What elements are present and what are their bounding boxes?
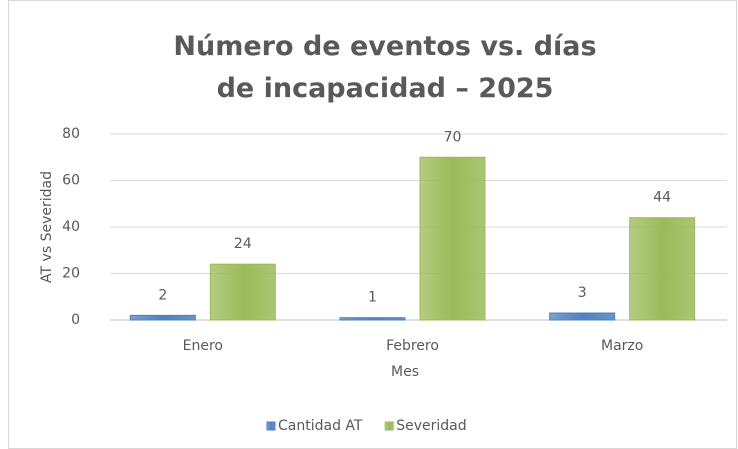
data-label: 1 bbox=[368, 290, 377, 306]
bar bbox=[549, 312, 616, 321]
legend-swatch bbox=[384, 421, 394, 431]
legend-label: Severidad bbox=[396, 418, 466, 434]
data-label: 2 bbox=[158, 287, 167, 303]
bar bbox=[129, 314, 196, 321]
data-label: 24 bbox=[234, 236, 252, 252]
y-tick-label: 80 bbox=[62, 126, 80, 142]
x-tick-label: Enero bbox=[183, 338, 223, 354]
x-tick-label: Febrero bbox=[386, 338, 439, 354]
bar bbox=[419, 156, 486, 321]
x-axis-label: Mes bbox=[391, 364, 419, 380]
y-tick-label: 40 bbox=[62, 219, 80, 235]
bar bbox=[629, 217, 696, 321]
data-label: 70 bbox=[444, 129, 462, 145]
data-label: 44 bbox=[653, 190, 671, 206]
x-tick-label: Marzo bbox=[601, 338, 643, 354]
legend-label: Cantidad AT bbox=[278, 418, 363, 434]
data-label: 3 bbox=[578, 285, 587, 301]
y-tick-label: 20 bbox=[62, 266, 80, 282]
y-tick-label: 0 bbox=[71, 312, 80, 328]
y-axis-label: AT vs Severidad bbox=[39, 171, 55, 283]
y-tick-label: 60 bbox=[62, 173, 80, 189]
legend-swatch bbox=[266, 421, 276, 431]
bar bbox=[339, 317, 406, 321]
chart-title: Número de eventos vs. días de incapacida… bbox=[173, 31, 597, 104]
bar bbox=[209, 263, 276, 321]
